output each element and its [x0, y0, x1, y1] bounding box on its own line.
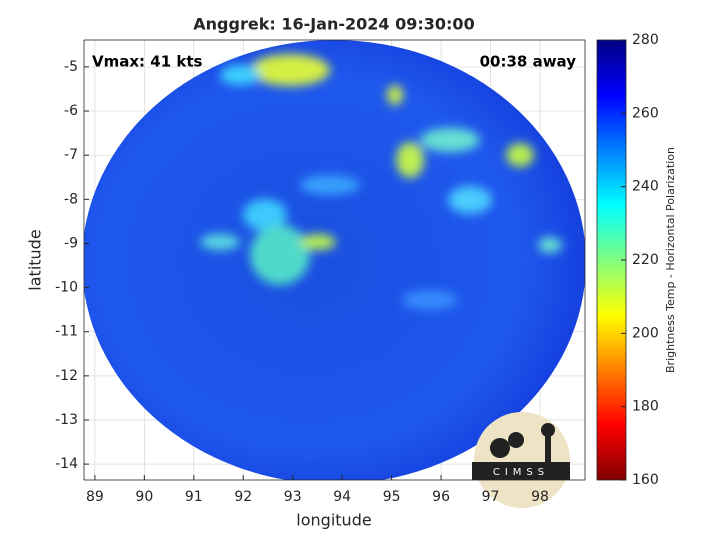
- y-tick-label: -7: [64, 147, 78, 163]
- logo-text: CIMSS: [493, 467, 549, 478]
- colorbar-tick-label: 200: [632, 325, 659, 341]
- x-tick-label: 94: [333, 489, 351, 505]
- x-tick-label: 89: [86, 489, 104, 505]
- x-tick-label: 91: [185, 489, 203, 505]
- x-tick-label: 96: [432, 489, 450, 505]
- colorbar-tick-label: 160: [632, 472, 659, 488]
- y-tick-label: -9: [64, 235, 78, 251]
- title: Anggrek: 16-Jan-2024 09:30:00: [193, 15, 474, 34]
- x-tick-label: 95: [383, 489, 401, 505]
- y-tick-label: -10: [55, 280, 78, 296]
- colorbar-label: Brightness Temp - Horizontal Polarizatio…: [664, 147, 677, 373]
- vmax-annotation: Vmax: 41 kts: [92, 53, 202, 71]
- swath: [84, 40, 585, 480]
- y-tick-label: -11: [55, 324, 78, 340]
- colorbar-tick-label: 280: [632, 32, 659, 48]
- x-tick-label: 92: [234, 489, 252, 505]
- x-axis-label: longitude: [296, 511, 371, 530]
- y-tick-label: -6: [64, 103, 78, 119]
- y-tick-label: -14: [55, 456, 78, 472]
- timing-annotation: 00:38 away: [480, 53, 577, 71]
- axes-frame: [83, 39, 586, 481]
- y-tick-label: -5: [64, 59, 78, 75]
- cimss-logo: CIMSS: [472, 412, 570, 508]
- y-axis-label: latitude: [26, 229, 45, 290]
- colorbar-tick-label: 240: [632, 179, 659, 195]
- y-tick-label: -13: [55, 412, 78, 428]
- colorbar-tick-label: 220: [632, 252, 659, 268]
- y-tick-label: -12: [55, 368, 78, 384]
- colorbar-tick-label: 180: [632, 399, 659, 415]
- x-tick-label: 97: [482, 489, 500, 505]
- x-tick-label: 93: [284, 489, 302, 505]
- y-tick-label: -8: [64, 191, 78, 207]
- x-tick-label: 90: [135, 489, 153, 505]
- x-tick-label: 98: [531, 489, 549, 505]
- colorbar-tick-label: 260: [632, 105, 659, 121]
